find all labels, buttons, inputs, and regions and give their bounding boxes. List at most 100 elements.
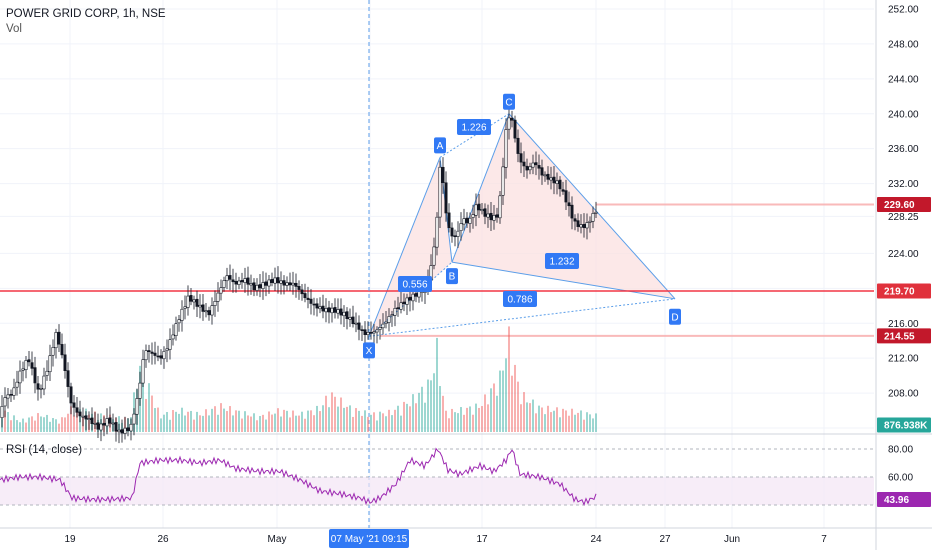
candle: [552, 166, 556, 195]
candle-body: [369, 332, 373, 334]
volume-bar: [325, 395, 327, 432]
candle-body: [27, 359, 31, 363]
candle-body: [60, 344, 64, 356]
candle-body: [45, 370, 49, 376]
candle-body: [498, 195, 502, 219]
candle: [408, 289, 412, 312]
candle-body: [51, 347, 55, 356]
volume-bar: [37, 413, 39, 432]
volume-bar: [319, 411, 321, 432]
candle: [585, 213, 589, 240]
pattern-point-bg: [363, 342, 375, 359]
candle: [75, 396, 79, 418]
candle: [123, 416, 127, 440]
volume-bar: [583, 419, 585, 432]
candle: [213, 290, 217, 317]
candle: [483, 203, 487, 225]
candle-body: [78, 411, 82, 417]
candle-body: [117, 429, 121, 433]
candle: [567, 191, 571, 217]
price-badge-229-text: 229.60: [884, 200, 915, 211]
candle-body: [105, 418, 109, 427]
volume-bar: [187, 411, 189, 432]
price-badge-219-text: 219.70: [884, 286, 915, 297]
candle-body: [441, 166, 445, 184]
candle: [372, 323, 376, 343]
candle: [174, 316, 178, 341]
volume-label: Vol: [6, 23, 22, 35]
candle-body: [522, 161, 526, 167]
candle: [453, 229, 457, 247]
candle-body: [189, 295, 193, 302]
candle-body: [576, 220, 580, 227]
candle-body: [114, 422, 118, 432]
candle: [3, 387, 7, 418]
candle: [216, 282, 220, 312]
candle: [171, 324, 175, 346]
candle: [474, 193, 478, 227]
candle: [489, 201, 493, 232]
volume-bar: [76, 407, 78, 432]
volume-bar: [409, 406, 411, 432]
volume-bar: [592, 418, 594, 432]
volume-bar: [13, 415, 15, 432]
volume-bar: [55, 419, 57, 432]
candle: [129, 418, 133, 441]
volume-bar: [373, 412, 375, 432]
volume-bar: [307, 410, 309, 432]
pattern-leg: [451, 261, 676, 300]
volume-bar: [40, 416, 42, 432]
ratio-label-bg: [545, 253, 579, 269]
volume-bar: [412, 394, 414, 432]
candle-body: [180, 308, 184, 321]
volume-bar: [517, 381, 519, 432]
candle: [273, 267, 277, 291]
candle-body: [159, 355, 163, 359]
candle: [201, 293, 205, 321]
candle-body: [585, 222, 589, 229]
volume-bar: [502, 370, 504, 432]
volume-bar: [205, 409, 207, 432]
price-badge-214-text: 214.55: [884, 331, 915, 342]
candle: [558, 176, 562, 197]
candle-body: [378, 327, 382, 330]
volume-bar: [229, 406, 231, 432]
candle: [519, 142, 523, 174]
candle-body: [111, 422, 115, 425]
volume-bar: [154, 408, 156, 432]
candle: [300, 283, 304, 301]
candle-body: [231, 279, 235, 283]
pattern-point-d: D: [669, 308, 681, 325]
candle: [480, 203, 484, 215]
volume-bar: [400, 415, 402, 432]
volume-bar: [553, 410, 555, 432]
candle-body: [252, 282, 256, 291]
volume-bar: [190, 410, 192, 432]
candle: [393, 300, 397, 327]
volume-bar: [151, 395, 153, 432]
candle: [111, 413, 115, 432]
candle-body: [42, 375, 46, 390]
candle: [207, 306, 211, 321]
candle-body: [447, 212, 451, 229]
candle: [186, 285, 190, 316]
volume-bar: [526, 402, 528, 432]
candle-body: [411, 293, 415, 302]
volume-bar: [289, 417, 291, 432]
candle: [405, 293, 409, 315]
pattern-point-text: C: [505, 97, 512, 108]
candle-body: [570, 204, 574, 219]
candle-body: [204, 310, 208, 313]
pattern-ratio-line: [368, 261, 453, 337]
candle-body: [132, 413, 136, 425]
price-badge-214: 214.55: [877, 328, 931, 344]
candle-body: [285, 282, 289, 286]
candle: [342, 305, 346, 328]
volume-bar: [439, 386, 441, 432]
candle-body: [345, 311, 349, 320]
volume-bar: [280, 416, 282, 432]
volume-bar: [304, 418, 306, 432]
candle: [222, 276, 226, 292]
volume-bar: [586, 412, 588, 432]
